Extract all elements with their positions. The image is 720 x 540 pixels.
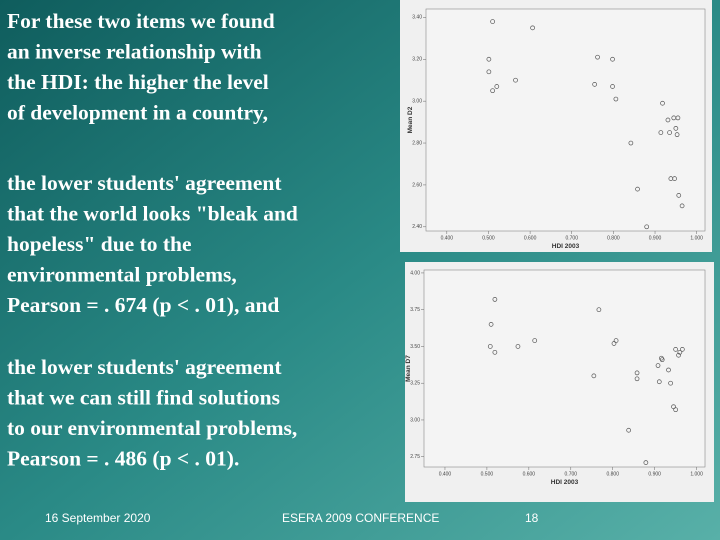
point [490, 19, 495, 24]
point [656, 379, 662, 385]
point [490, 88, 495, 94]
point [660, 100, 665, 106]
point [634, 376, 640, 382]
point [659, 357, 665, 363]
paragraph-line: the lower students' agreement [7, 171, 282, 195]
y-axis-label: Mean D2 [407, 106, 414, 133]
paragraph-line: Pearson = . 674 (p < . 01), and [7, 293, 279, 317]
paragraph-line: Pearson = . 486 (p < . 01). [7, 447, 239, 471]
x-tick-label: 0.800 [606, 471, 619, 477]
x-tick-label: 0.900 [649, 235, 662, 241]
point [673, 407, 678, 413]
point [644, 224, 650, 230]
y-tick-label: 3.25 [410, 381, 420, 387]
point [668, 380, 673, 386]
point [515, 344, 521, 349]
y-tick-label: 3.75 [410, 307, 420, 313]
point [655, 363, 661, 368]
y-tick-label: 4.00 [410, 270, 420, 276]
point [486, 56, 492, 62]
point [674, 132, 680, 138]
x-tick-label: 0.600 [523, 471, 536, 477]
point [635, 186, 640, 192]
y-tick-label: 2.80 [412, 140, 422, 146]
footer-conference: ESERA 2009 CONFERENCE [282, 511, 439, 525]
x-tick-label: 0.600 [524, 235, 537, 241]
x-tick-label: 0.400 [439, 471, 452, 477]
point [673, 126, 679, 131]
x-tick-label: 1.000 [690, 235, 703, 241]
x-axis-label: HDI 2003 [551, 479, 579, 486]
x-tick-label: 1.000 [690, 471, 703, 477]
y-tick-label: 3.00 [412, 98, 422, 104]
plot-area [425, 8, 706, 232]
paragraph-line: an inverse relationship with [7, 40, 262, 64]
x-tick-label: 0.500 [481, 471, 494, 477]
point [530, 25, 535, 31]
point [492, 297, 498, 302]
y-tick-label: 3.40 [412, 15, 422, 21]
footer-date: 16 September 2020 [45, 511, 151, 525]
point [532, 338, 538, 343]
point [665, 117, 671, 123]
paragraph-line: of development in a country, [7, 101, 268, 125]
y-tick-label: 3.00 [410, 417, 420, 423]
point [675, 115, 681, 121]
paragraph-line: to our environmental problems, [7, 416, 297, 440]
x-tick-label: 0.400 [441, 235, 454, 241]
paragraph-line: that the world looks "bleak and [7, 202, 298, 226]
point [613, 96, 619, 102]
footer-page: 18 [525, 511, 539, 525]
paragraph-line: that we can still find solutions [7, 386, 280, 410]
y-tick-label: 3.20 [412, 57, 422, 63]
point [677, 349, 683, 355]
y-tick-label: 3.50 [410, 344, 420, 350]
point [611, 341, 617, 346]
plot-area [423, 269, 706, 468]
point [676, 352, 681, 358]
point [643, 460, 649, 465]
point [626, 427, 632, 433]
paragraph-line: hopeless" due to the [7, 232, 192, 256]
point [672, 176, 677, 181]
point [610, 56, 615, 62]
x-tick-label: 0.700 [565, 235, 578, 241]
point [486, 69, 492, 75]
point [679, 203, 685, 209]
chart: 2.75 3.00 3.25 3.50 3.75 4.00 0.400 0.500 0.600 0… [405, 262, 714, 502]
point [680, 347, 685, 352]
x-axis-label: HDI 2003 [552, 243, 580, 250]
point [591, 373, 597, 379]
x-tick-label: 0.700 [565, 471, 578, 477]
point [596, 307, 602, 313]
paragraph-line: environmental problems, [7, 263, 237, 287]
paragraph-line: the lower students' agreement [7, 355, 282, 379]
point [595, 54, 600, 60]
point [492, 349, 498, 355]
paragraph-line: For these two items we found [7, 9, 275, 33]
point [676, 193, 682, 198]
point [487, 344, 493, 349]
x-tick-label: 0.900 [648, 471, 661, 477]
point [592, 82, 597, 87]
x-tick-label: 0.800 [607, 235, 620, 241]
point [494, 84, 500, 89]
point [634, 370, 640, 376]
point [628, 140, 634, 146]
y-tick-label: 2.40 [412, 224, 422, 230]
point [667, 130, 672, 135]
point [666, 367, 671, 373]
chart: 2.40 2.60 2.80 3.00 3.20 3.40 0.400 0.500 0.600 0… [400, 0, 712, 252]
y-tick-label: 2.75 [410, 454, 420, 460]
point [673, 347, 678, 352]
point [513, 77, 518, 83]
y-axis-label: Mean D7 [405, 355, 412, 382]
y-tick-label: 2.60 [412, 182, 422, 188]
paragraph-line: the HDI: the higher the level [7, 70, 269, 94]
point [610, 84, 615, 89]
x-tick-label: 0.500 [482, 235, 495, 241]
point [658, 130, 664, 135]
point [488, 322, 494, 327]
